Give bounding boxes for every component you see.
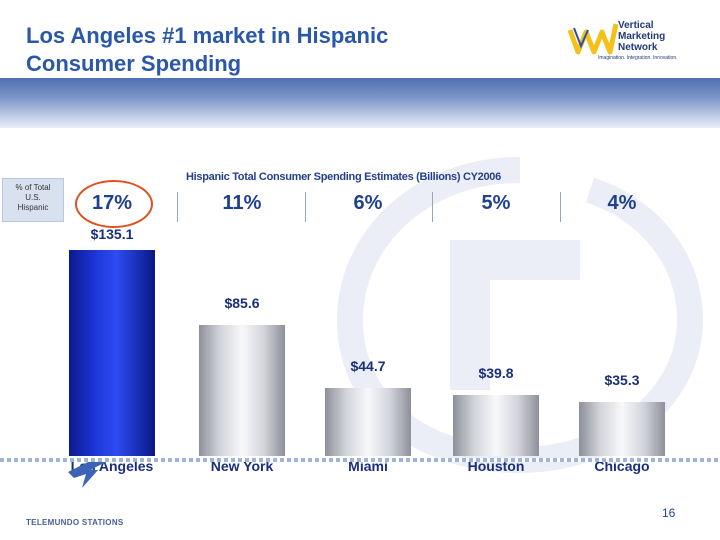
title-line-2: Consumer Spending [26, 51, 242, 76]
value-label: $44.7 [350, 357, 386, 374]
bar-los-angeles [69, 250, 155, 456]
chart-baseline [0, 458, 720, 462]
header-banner [0, 78, 720, 128]
title-line-1: Los Angeles #1 market in Hispanic [26, 23, 389, 48]
logo-name-line-1: Vertical [618, 20, 654, 31]
share-divider [560, 192, 561, 222]
category-label: Houston [467, 458, 525, 474]
share-legend-line-1: % of Total [15, 183, 51, 192]
bar-chicago [579, 402, 665, 456]
share-legend-line-2: U.S. [25, 193, 41, 202]
share-label: 6% [353, 192, 383, 214]
logo-name-line-2: Marketing [618, 31, 666, 42]
bar-houston [453, 395, 539, 456]
share-divider [177, 192, 178, 222]
category-label: Miami [348, 458, 388, 474]
share-label: 5% [481, 192, 511, 214]
telemundo-logo: TELEMUNDO STATIONS [26, 518, 124, 527]
category-label: Chicago [594, 458, 650, 474]
value-label: $135.1 [90, 226, 134, 242]
value-label: $85.6 [224, 295, 260, 312]
chart-title: Hispanic Total Consumer Spending Estimat… [186, 171, 501, 183]
telemundo-mark-icon [68, 462, 122, 493]
share-divider [305, 192, 306, 222]
vmn-logo-mark-icon [568, 23, 618, 55]
logo-tagline: Imagination. Integration. Innovation. [598, 55, 678, 61]
page-number: 16 [662, 506, 676, 520]
share-legend-line-3: Hispanic [17, 203, 49, 212]
slide-title: Los Angeles #1 market in Hispanic Consum… [26, 22, 506, 78]
value-label: $39.8 [478, 365, 514, 382]
share-legend-box: % of Total U.S. Hispanic [2, 178, 64, 222]
share-label: 4% [607, 192, 637, 214]
highlight-ring [75, 180, 153, 228]
share-divider [432, 192, 433, 222]
logo-name: Vertical Marketing Network [618, 20, 665, 53]
share-label: 11% [222, 192, 262, 214]
bar-miami [325, 387, 411, 456]
logo-name-line-3: Network [618, 42, 658, 53]
vertical-marketing-network-logo: Vertical Marketing Network Imagination. … [568, 18, 688, 70]
value-label: $35.3 [604, 372, 640, 389]
category-label: New York [210, 458, 274, 474]
bar-new-york [199, 325, 285, 456]
